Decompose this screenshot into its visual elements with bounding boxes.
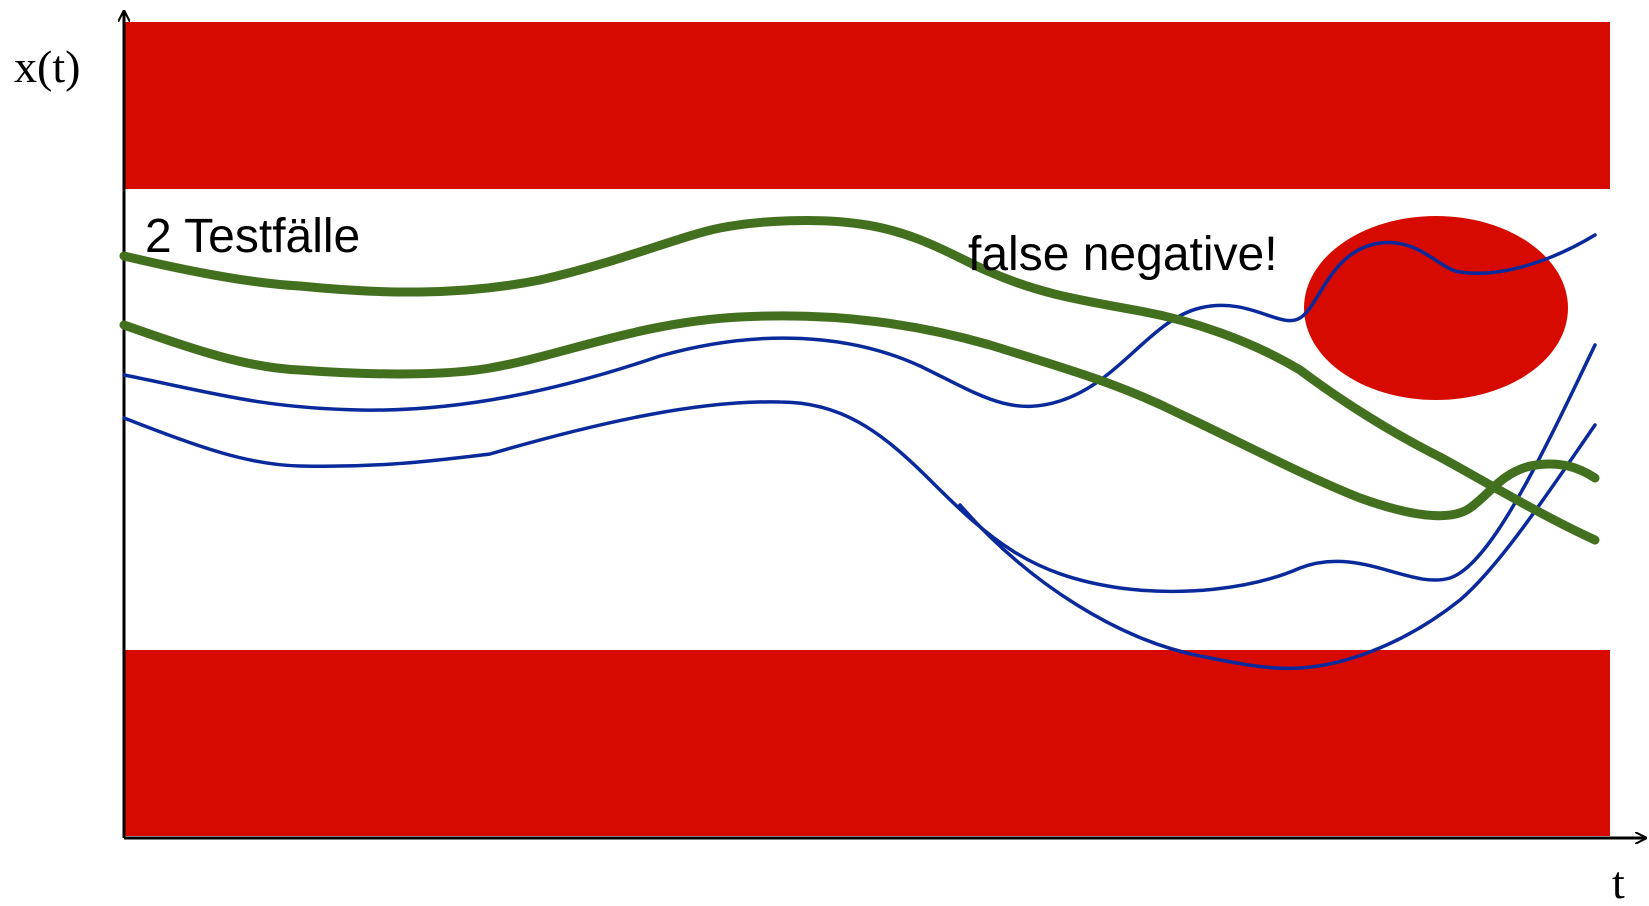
x-axis-label: t (1612, 857, 1625, 906)
test-cases-label: 2 Testfälle (145, 210, 360, 263)
test-case-curve-2 (119, 311, 1600, 521)
trajectory-curve-2 (122, 343, 1597, 594)
upper-forbidden-band (124, 22, 1610, 189)
lower-forbidden-band (124, 650, 1610, 836)
test-case-curve-1 (119, 216, 1600, 545)
trajectory-curve-3 (958, 423, 1597, 671)
false-negative-label: false negative! (968, 228, 1278, 281)
y-axis-label: x(t) (14, 41, 80, 92)
false-negative-region (1304, 216, 1568, 400)
trajectory-curve-1 (122, 233, 1597, 412)
